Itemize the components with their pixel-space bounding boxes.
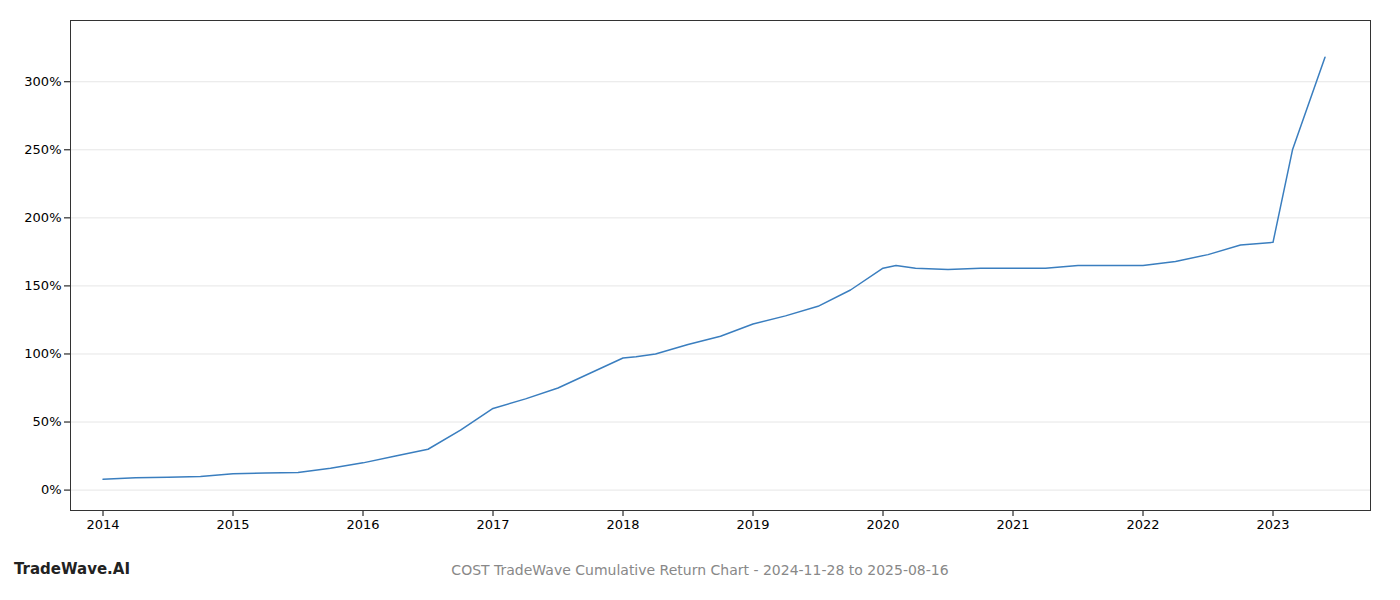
svg-text:2023: 2023: [1256, 517, 1289, 532]
svg-text:100%: 100%: [24, 346, 61, 361]
html-text:COST TradeWave Cumulative Retu: COST TradeWave Cumulative Return Chart -…: [451, 562, 949, 578]
svg-text:2021: 2021: [996, 517, 1029, 532]
svg-text:2019: 2019: [736, 517, 769, 532]
svg-text:2020: 2020: [866, 517, 899, 532]
svg-text:50%: 50%: [33, 414, 62, 429]
svg-text:2014: 2014: [86, 517, 119, 532]
svg-text:2018: 2018: [606, 517, 639, 532]
svg-text:300%: 300%: [24, 74, 61, 89]
svg-text:2017: 2017: [476, 517, 509, 532]
svg-text:250%: 250%: [24, 142, 61, 157]
svg-text:2016: 2016: [346, 517, 379, 532]
svg-text:2015: 2015: [216, 517, 249, 532]
svg-text:200%: 200%: [24, 210, 61, 225]
html-text:TradeWave.AI: TradeWave.AI: [14, 560, 130, 578]
svg-text:150%: 150%: [24, 278, 61, 293]
svg-text:0%: 0%: [41, 482, 62, 497]
svg-text:2022: 2022: [1126, 517, 1159, 532]
